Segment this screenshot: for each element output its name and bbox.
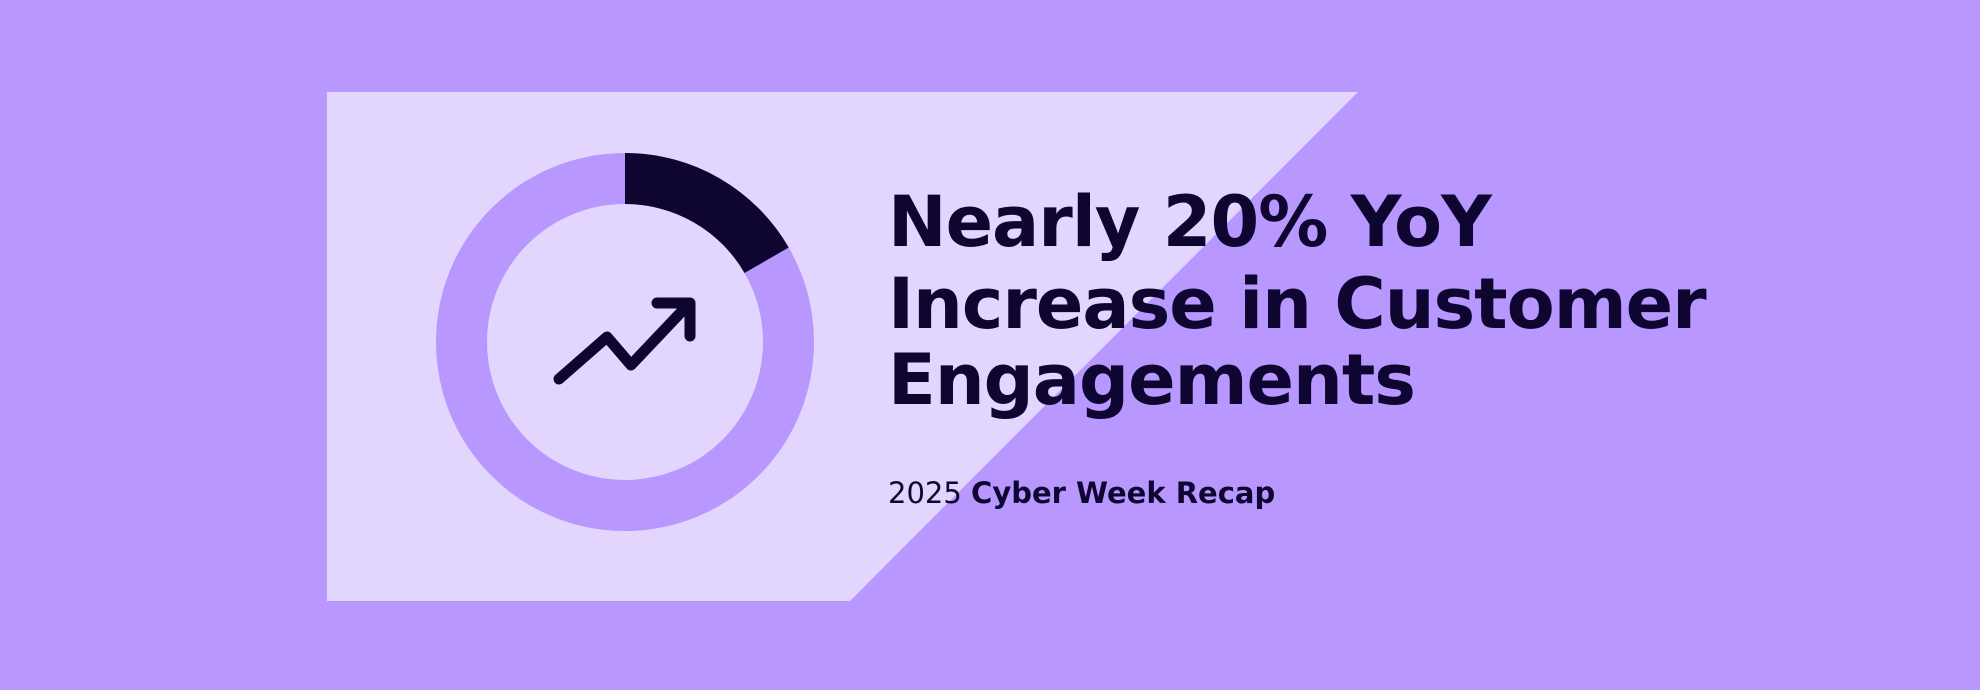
- donut-segment: [625, 153, 789, 273]
- subtitle-text: Cyber Week Recap: [971, 476, 1275, 510]
- subtitle: 2025 Cyber Week Recap: [888, 476, 1275, 510]
- panel: [327, 92, 1358, 601]
- trend-line: [553, 301, 692, 385]
- title-line: Nearly 20% YoY: [888, 181, 1493, 263]
- title-line: Engagements: [888, 339, 1415, 421]
- trend-arrowhead: [651, 297, 696, 342]
- title-line: Increase in Customer: [888, 263, 1707, 345]
- trend-icon: [553, 297, 696, 385]
- subtitle-year: 2025: [888, 476, 962, 510]
